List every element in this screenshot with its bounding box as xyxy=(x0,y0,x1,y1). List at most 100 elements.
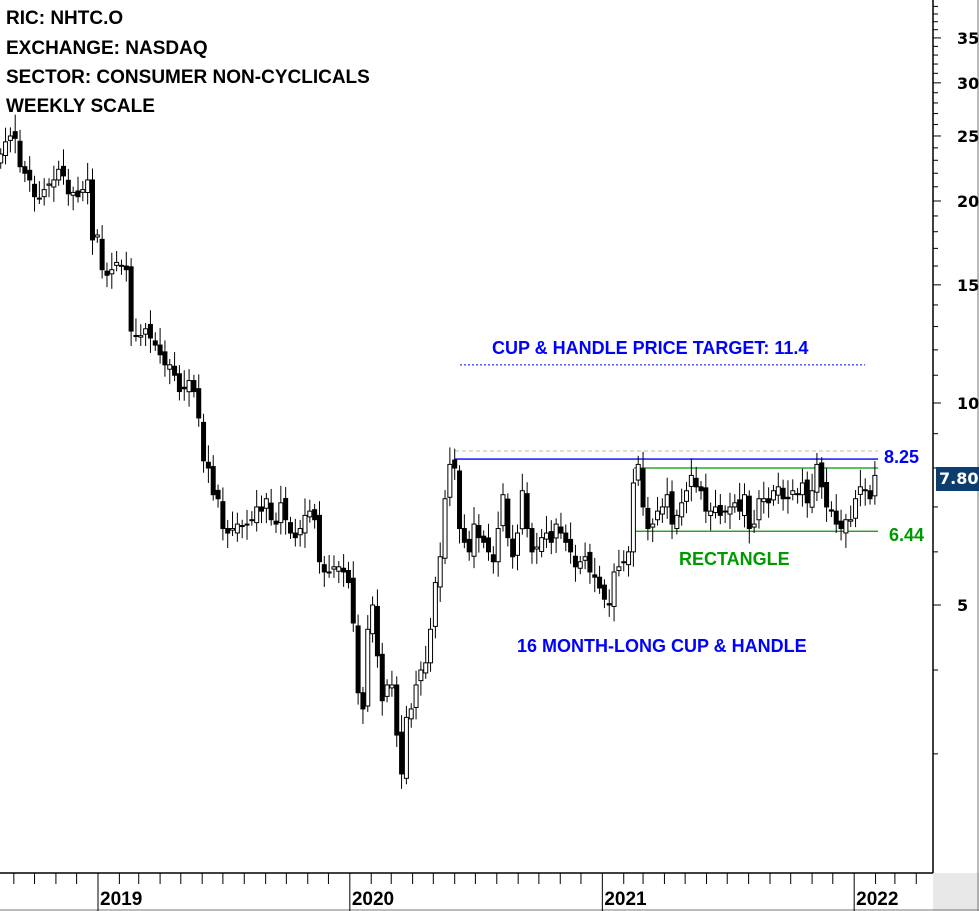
candle-up xyxy=(56,168,62,181)
candle-up xyxy=(7,135,13,141)
y-tick-label: 20 xyxy=(957,192,979,211)
candle-up xyxy=(442,498,448,559)
y-tick-label: 25 xyxy=(957,127,979,146)
candle-up xyxy=(423,662,429,674)
candle-up xyxy=(727,506,733,515)
candle-down xyxy=(466,538,472,553)
candle-down xyxy=(476,525,482,539)
candle-up xyxy=(365,628,371,707)
candle-down xyxy=(374,605,380,657)
candle-down xyxy=(210,466,216,496)
candle-up xyxy=(471,523,477,557)
y-tick-label: 30 xyxy=(957,74,979,93)
candle-up xyxy=(857,486,863,495)
candle-down xyxy=(785,496,791,500)
candle-up xyxy=(659,506,665,515)
candle-down xyxy=(205,461,211,469)
candle-down xyxy=(99,238,105,271)
candle-down xyxy=(838,520,844,530)
candle-down xyxy=(268,502,274,521)
candle-up xyxy=(582,556,588,561)
scale-label: WEEKLY SCALE xyxy=(6,96,155,117)
candle-up xyxy=(853,498,859,519)
candle-up xyxy=(519,490,525,530)
candle-up xyxy=(799,482,805,496)
candle-down xyxy=(606,603,612,606)
candle-up xyxy=(514,532,520,556)
candle-down xyxy=(505,498,511,539)
candle-up xyxy=(553,523,559,539)
candle-up xyxy=(263,498,269,509)
candle-up xyxy=(732,502,738,508)
resistance-value-label: 8.25 xyxy=(884,447,920,467)
candle-up xyxy=(664,494,670,508)
candle-down xyxy=(162,351,168,366)
candle-up xyxy=(138,335,144,338)
candle-up xyxy=(297,528,303,536)
candle-up xyxy=(230,528,236,531)
candle-up xyxy=(403,716,409,779)
candle-up xyxy=(85,179,91,194)
last-price-tag: 7.800 xyxy=(936,467,979,491)
candle-down xyxy=(461,528,467,543)
x-tick-label: 2019 xyxy=(100,889,142,910)
candle-up xyxy=(741,494,747,517)
candle-up xyxy=(94,234,100,238)
candle-down xyxy=(181,386,187,390)
candle-down xyxy=(196,388,202,419)
candle-down xyxy=(75,190,81,198)
candle-up xyxy=(70,191,76,196)
candle-down xyxy=(587,551,593,573)
candle-up xyxy=(80,189,86,193)
candle-up xyxy=(331,566,337,570)
candle-down xyxy=(524,493,530,530)
candle-down xyxy=(17,140,23,168)
candle-up xyxy=(761,498,767,503)
candle-up xyxy=(500,494,506,527)
candle-up xyxy=(534,546,540,550)
candle-down xyxy=(345,570,351,584)
y-tick-label: 35 xyxy=(957,29,979,48)
candle-down xyxy=(316,514,322,563)
candle-up xyxy=(770,490,776,501)
candle-down xyxy=(176,373,182,393)
sector-label: SECTOR: CONSUMER NON-CYCLICALS xyxy=(6,67,370,88)
candle-up xyxy=(495,528,501,563)
candle-down xyxy=(698,486,704,492)
candle-up xyxy=(751,523,757,528)
candle-down xyxy=(123,265,129,271)
candle-down xyxy=(548,531,554,543)
candle-down xyxy=(225,528,231,534)
candle-up xyxy=(3,141,9,156)
candle-up xyxy=(428,628,434,664)
candle-up xyxy=(46,183,52,186)
candle-down xyxy=(12,131,18,139)
candle-down xyxy=(355,625,361,694)
candle-down xyxy=(22,166,28,174)
candle-down xyxy=(737,499,743,512)
candle-down xyxy=(640,468,646,508)
ric-label: RIC: NHTC.O xyxy=(6,8,124,29)
candle-up xyxy=(872,474,878,497)
candle-up xyxy=(621,561,627,564)
candle-down xyxy=(341,567,347,573)
candle-down xyxy=(283,497,289,521)
candle-up xyxy=(655,510,661,521)
candle-up xyxy=(167,364,173,370)
candle-down xyxy=(780,487,786,500)
candle-down xyxy=(147,323,153,339)
candle-up xyxy=(679,502,685,518)
candle-up xyxy=(278,502,284,524)
candle-down xyxy=(215,489,221,500)
candle-down xyxy=(645,507,651,530)
candle-up xyxy=(389,684,395,689)
candle-up xyxy=(611,571,617,607)
candle-up xyxy=(307,510,313,518)
candle-down xyxy=(350,577,356,624)
candle-down xyxy=(104,270,110,276)
candle-up xyxy=(688,474,694,487)
candle-down xyxy=(360,692,366,710)
candle-down xyxy=(399,731,405,775)
